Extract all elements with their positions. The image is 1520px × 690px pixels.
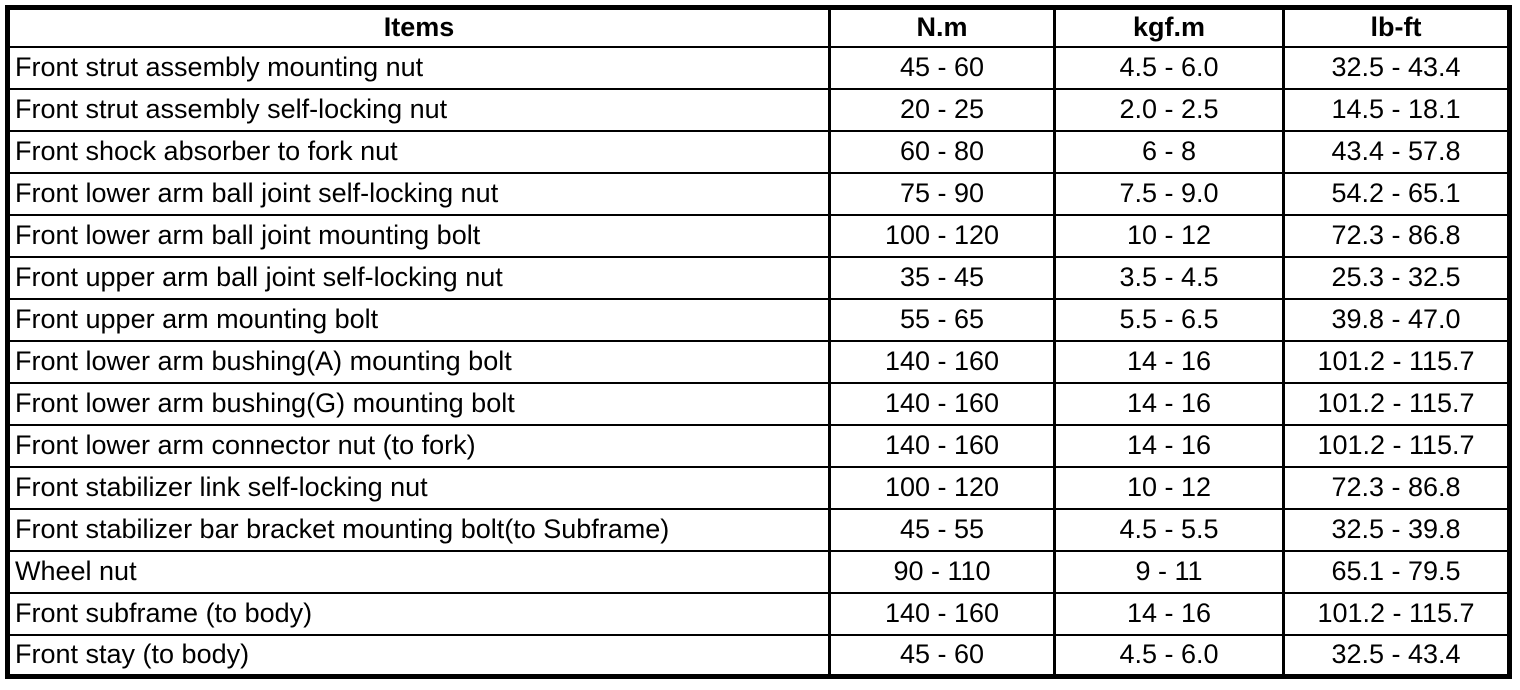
- lbft-cell: 101.2 - 115.7: [1282, 591, 1511, 636]
- kgfm-cell: 6 - 8: [1053, 129, 1285, 174]
- table-row: Front lower arm ball joint self-locking …: [6, 171, 1511, 216]
- lbft-cell: 101.2 - 115.7: [1282, 423, 1511, 468]
- nm-cell: 140 - 160: [828, 339, 1056, 384]
- item-cell: Front lower arm ball joint self-locking …: [6, 171, 831, 216]
- kgfm-cell: 14 - 16: [1053, 339, 1285, 384]
- table-row: Front lower arm connector nut (to fork) 1…: [6, 423, 1511, 468]
- lbft-cell: 25.3 - 32.5: [1282, 255, 1511, 300]
- kgfm-cell: 10 - 12: [1053, 213, 1285, 258]
- table-row: Front stabilizer link self-locking nut 10…: [6, 465, 1511, 510]
- item-cell: Front lower arm ball joint mounting bolt: [6, 213, 831, 258]
- table-row: Front lower arm bushing(A) mounting bolt…: [6, 339, 1511, 384]
- nm-cell: 100 - 120: [828, 213, 1056, 258]
- nm-cell: 45 - 60: [828, 633, 1056, 678]
- item-cell: Front lower arm connector nut (to fork): [6, 423, 831, 468]
- header-row: Items N.m kgf.m lb-ft: [6, 6, 1511, 48]
- table-row: Front lower arm bushing(G) mounting bolt…: [6, 381, 1511, 426]
- table-row: Front strut assembly self-locking nut 20 …: [6, 87, 1511, 132]
- table-header: Items N.m kgf.m lb-ft: [6, 6, 1511, 48]
- nm-cell: 20 - 25: [828, 87, 1056, 132]
- table-row: Front strut assembly mounting nut 45 - 60…: [6, 45, 1511, 90]
- lbft-cell: 32.5 - 43.4: [1282, 45, 1511, 90]
- nm-cell: 45 - 55: [828, 507, 1056, 552]
- lbft-cell: 39.8 - 47.0: [1282, 297, 1511, 342]
- lbft-cell: 65.1 - 79.5: [1282, 549, 1511, 594]
- kgfm-cell: 2.0 - 2.5: [1053, 87, 1285, 132]
- nm-cell: 45 - 60: [828, 45, 1056, 90]
- lbft-cell: 43.4 - 57.8: [1282, 129, 1511, 174]
- item-cell: Front upper arm mounting bolt: [6, 297, 831, 342]
- nm-cell: 140 - 160: [828, 381, 1056, 426]
- item-cell: Front subframe (to body): [6, 591, 831, 636]
- lbft-cell: 101.2 - 115.7: [1282, 381, 1511, 426]
- nm-cell: 55 - 65: [828, 297, 1056, 342]
- table-row: Front lower arm ball joint mounting bolt…: [6, 213, 1511, 258]
- nm-cell: 140 - 160: [828, 423, 1056, 468]
- lbft-cell: 14.5 - 18.1: [1282, 87, 1511, 132]
- table-row: Front upper arm mounting bolt 55 - 65 5.5 …: [6, 297, 1511, 342]
- kgfm-cell: 14 - 16: [1053, 423, 1285, 468]
- kgfm-cell: 7.5 - 9.0: [1053, 171, 1285, 216]
- column-header-nm: N.m: [828, 6, 1056, 48]
- nm-cell: 60 - 80: [828, 129, 1056, 174]
- item-cell: Front stabilizer link self-locking nut: [6, 465, 831, 510]
- kgfm-cell: 4.5 - 5.5: [1053, 507, 1285, 552]
- item-cell: Front lower arm bushing(A) mounting bolt: [6, 339, 831, 384]
- torque-spec-table: Items N.m kgf.m lb-ft Front strut assemb…: [5, 5, 1512, 679]
- table-row: Front stabilizer bar bracket mounting bo…: [6, 507, 1511, 552]
- item-cell: Wheel nut: [6, 549, 831, 594]
- lbft-cell: 72.3 - 86.8: [1282, 465, 1511, 510]
- kgfm-cell: 5.5 - 6.5: [1053, 297, 1285, 342]
- lbft-cell: 101.2 - 115.7: [1282, 339, 1511, 384]
- kgfm-cell: 10 - 12: [1053, 465, 1285, 510]
- column-header-lbft: lb-ft: [1282, 6, 1511, 48]
- kgfm-cell: 9 - 11: [1053, 549, 1285, 594]
- lbft-cell: 32.5 - 39.8: [1282, 507, 1511, 552]
- nm-cell: 35 - 45: [828, 255, 1056, 300]
- kgfm-cell: 3.5 - 4.5: [1053, 255, 1285, 300]
- column-header-items: Items: [6, 6, 831, 48]
- kgfm-cell: 4.5 - 6.0: [1053, 45, 1285, 90]
- item-cell: Front stabilizer bar bracket mounting bo…: [6, 507, 831, 552]
- column-header-kgfm: kgf.m: [1053, 6, 1285, 48]
- table-row: Front upper arm ball joint self-locking …: [6, 255, 1511, 300]
- kgfm-cell: 14 - 16: [1053, 381, 1285, 426]
- table-row: Front stay (to body) 45 - 60 4.5 - 6.0 32.5…: [6, 633, 1511, 678]
- lbft-cell: 32.5 - 43.4: [1282, 633, 1511, 678]
- table-body: Front strut assembly mounting nut 45 - 60…: [6, 45, 1511, 678]
- item-cell: Front strut assembly self-locking nut: [6, 87, 831, 132]
- table-row: Front subframe (to body) 140 - 160 14 - 16…: [6, 591, 1511, 636]
- table-row: Front shock absorber to fork nut 60 - 80 6…: [6, 129, 1511, 174]
- item-cell: Front shock absorber to fork nut: [6, 129, 831, 174]
- table-row: Wheel nut 90 - 110 9 - 11 65.1 - 79.5: [6, 549, 1511, 594]
- item-cell: Front upper arm ball joint self-locking …: [6, 255, 831, 300]
- kgfm-cell: 4.5 - 6.0: [1053, 633, 1285, 678]
- nm-cell: 90 - 110: [828, 549, 1056, 594]
- kgfm-cell: 14 - 16: [1053, 591, 1285, 636]
- nm-cell: 100 - 120: [828, 465, 1056, 510]
- lbft-cell: 72.3 - 86.8: [1282, 213, 1511, 258]
- lbft-cell: 54.2 - 65.1: [1282, 171, 1511, 216]
- item-cell: Front strut assembly mounting nut: [6, 45, 831, 90]
- item-cell: Front lower arm bushing(G) mounting bolt: [6, 381, 831, 426]
- nm-cell: 75 - 90: [828, 171, 1056, 216]
- item-cell: Front stay (to body): [6, 633, 831, 678]
- nm-cell: 140 - 160: [828, 591, 1056, 636]
